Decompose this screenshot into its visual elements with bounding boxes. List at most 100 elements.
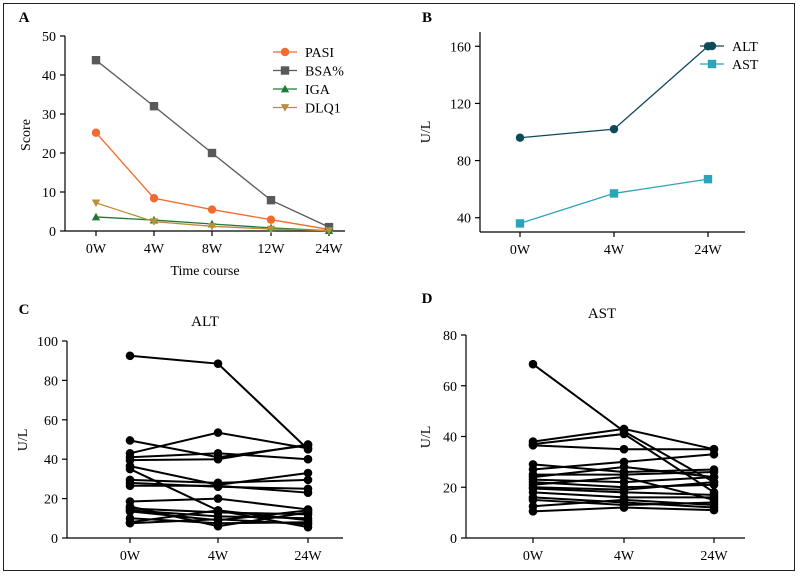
panel-c-y-tick-label: 40 <box>44 453 58 468</box>
panel-a-x-tick-label: 24W <box>315 242 343 257</box>
panel-b-legend-label: ALT <box>732 40 758 55</box>
panel-b-y-axis-title: U/L <box>419 121 434 144</box>
panel-a-y-tick-label: 50 <box>42 30 56 45</box>
panel-c-data-point <box>213 359 223 368</box>
panel-a-data-point <box>207 205 217 214</box>
panel-a-x-axis-title: Time course <box>170 264 239 279</box>
panel-c-y-tick-label: 0 <box>51 532 58 547</box>
panel-b-data-point <box>609 124 619 134</box>
panel-a-legend-label: PASI <box>305 46 334 61</box>
panel-b-data-point <box>515 133 525 142</box>
panel-c-data-point <box>125 518 135 528</box>
panel-a-legend-label: DLQ1 <box>305 102 341 117</box>
panel-c-y-axis-title: U/L <box>16 429 31 452</box>
panel-c-data-point <box>303 519 313 529</box>
panel-a-data-point <box>266 225 276 234</box>
panel-b-y-tick-label: 40 <box>457 212 471 227</box>
panel-d-data-point <box>619 462 629 472</box>
panel-a-data-point <box>91 212 101 221</box>
panel-c-y-tick-label: 60 <box>44 414 58 429</box>
panel-c-data-point <box>125 507 135 516</box>
panel-d-data-point <box>528 359 538 369</box>
panel-c-data-point <box>125 455 135 465</box>
panel-a-legend-label: BSA% <box>305 65 344 80</box>
panel-d-y-tick-label: 0 <box>450 532 457 547</box>
panel-c-letter: C <box>19 302 30 318</box>
panel-d-data-point <box>528 495 538 505</box>
panel-a-x-tick-label: 8W <box>202 242 223 257</box>
panel-b-y-tick-label: 120 <box>450 97 471 112</box>
panel-a-y-tick-label: 0 <box>49 225 56 240</box>
panel-b-legend-marker <box>707 59 717 69</box>
panel-c-y-tick-label: 80 <box>44 374 58 389</box>
panel-d-letter: D <box>422 291 433 307</box>
panel-a-y-axis-title: Score <box>19 119 34 151</box>
panel-a-legend-marker <box>280 104 290 112</box>
panel-b-series-line-alt <box>519 45 709 139</box>
panel-c-data-point <box>303 440 313 449</box>
panel-d-y-tick-label: 40 <box>443 431 457 446</box>
panel-d-data-point <box>709 477 719 487</box>
panel-b-legend-marker <box>707 41 717 51</box>
panel-c-data-point <box>125 481 135 491</box>
panel-c-data-point <box>213 506 223 515</box>
panel-c-data-point <box>303 488 313 497</box>
panel-a-data-point <box>149 102 159 111</box>
panel-b-series-line-ast <box>519 178 709 225</box>
panel-a-legend-label: IGA <box>305 83 331 98</box>
panel-a-x-tick-label: 12W <box>257 242 285 257</box>
panel-c-title: ALT <box>191 314 219 330</box>
panel-c-data-point <box>213 454 223 464</box>
panel-c-y-tick-label: 20 <box>44 493 58 508</box>
panel-a-legend-marker <box>280 47 290 57</box>
panel-d-title: AST <box>588 306 616 322</box>
panel-c-data-point <box>125 351 135 361</box>
panel-d-y-axis-title: U/L <box>419 426 434 449</box>
panel-c-x-tick-label: 24W <box>294 549 322 564</box>
panel-a-legend-marker <box>280 66 290 75</box>
panel-a-x-tick-label: 0W <box>86 242 107 257</box>
panel-c-data-point <box>213 448 223 458</box>
panel-c-data-point <box>213 428 223 437</box>
panel-a-y-tick-label: 30 <box>42 108 56 123</box>
panel-b-legend-label: AST <box>732 58 759 73</box>
panel-b-x-tick-label: 24W <box>694 243 722 258</box>
panel-c-data-point <box>303 506 313 515</box>
panel-b-data-point <box>515 219 525 228</box>
panel-a-series-line-bsa <box>95 59 330 228</box>
panel-a-data-point <box>207 222 217 231</box>
panel-c-data-point <box>303 475 313 485</box>
panel-a-series-line-pasi <box>95 132 330 231</box>
panel-c-data-point <box>303 468 313 478</box>
panel-a-y-tick-label: 40 <box>42 69 56 84</box>
panel-b-data-point <box>703 174 713 184</box>
panel-a-data-point <box>266 195 276 205</box>
panel-a-data-point <box>266 215 276 224</box>
panel-a-data-point <box>149 218 159 226</box>
panel-c-data-point <box>213 514 223 524</box>
panel-c-data-point <box>125 436 135 445</box>
panel-c-data-point <box>303 454 313 464</box>
panel-b-data-point <box>609 189 619 198</box>
panel-b-y-tick-label: 80 <box>457 155 471 170</box>
panel-b-y-tick-label: 160 <box>450 40 471 55</box>
panel-d-y-tick-label: 80 <box>443 329 457 344</box>
panel-c-data-point <box>125 464 135 474</box>
panel-a-data-point <box>207 148 217 158</box>
panel-d-data-point <box>619 472 629 482</box>
panel-d-data-point <box>528 441 538 450</box>
panel-a-data-point <box>324 227 334 235</box>
panel-b-x-tick-label: 0W <box>510 243 531 258</box>
panel-c-data-point <box>213 494 223 503</box>
panel-b-x-tick-label: 4W <box>604 243 625 258</box>
panel-d-x-tick-label: 24W <box>700 549 728 564</box>
panel-c-y-tick-label: 100 <box>37 335 58 350</box>
figure-frame <box>3 3 795 571</box>
panel-d-x-tick-label: 0W <box>523 549 544 564</box>
panel-c-x-tick-label: 4W <box>208 549 229 564</box>
panel-d-data-point <box>709 449 719 459</box>
panel-d-data-point <box>619 429 629 439</box>
panel-b-letter: B <box>422 10 432 26</box>
panel-d-data-point <box>619 444 629 454</box>
panel-a-x-tick-label: 4W <box>144 242 165 257</box>
